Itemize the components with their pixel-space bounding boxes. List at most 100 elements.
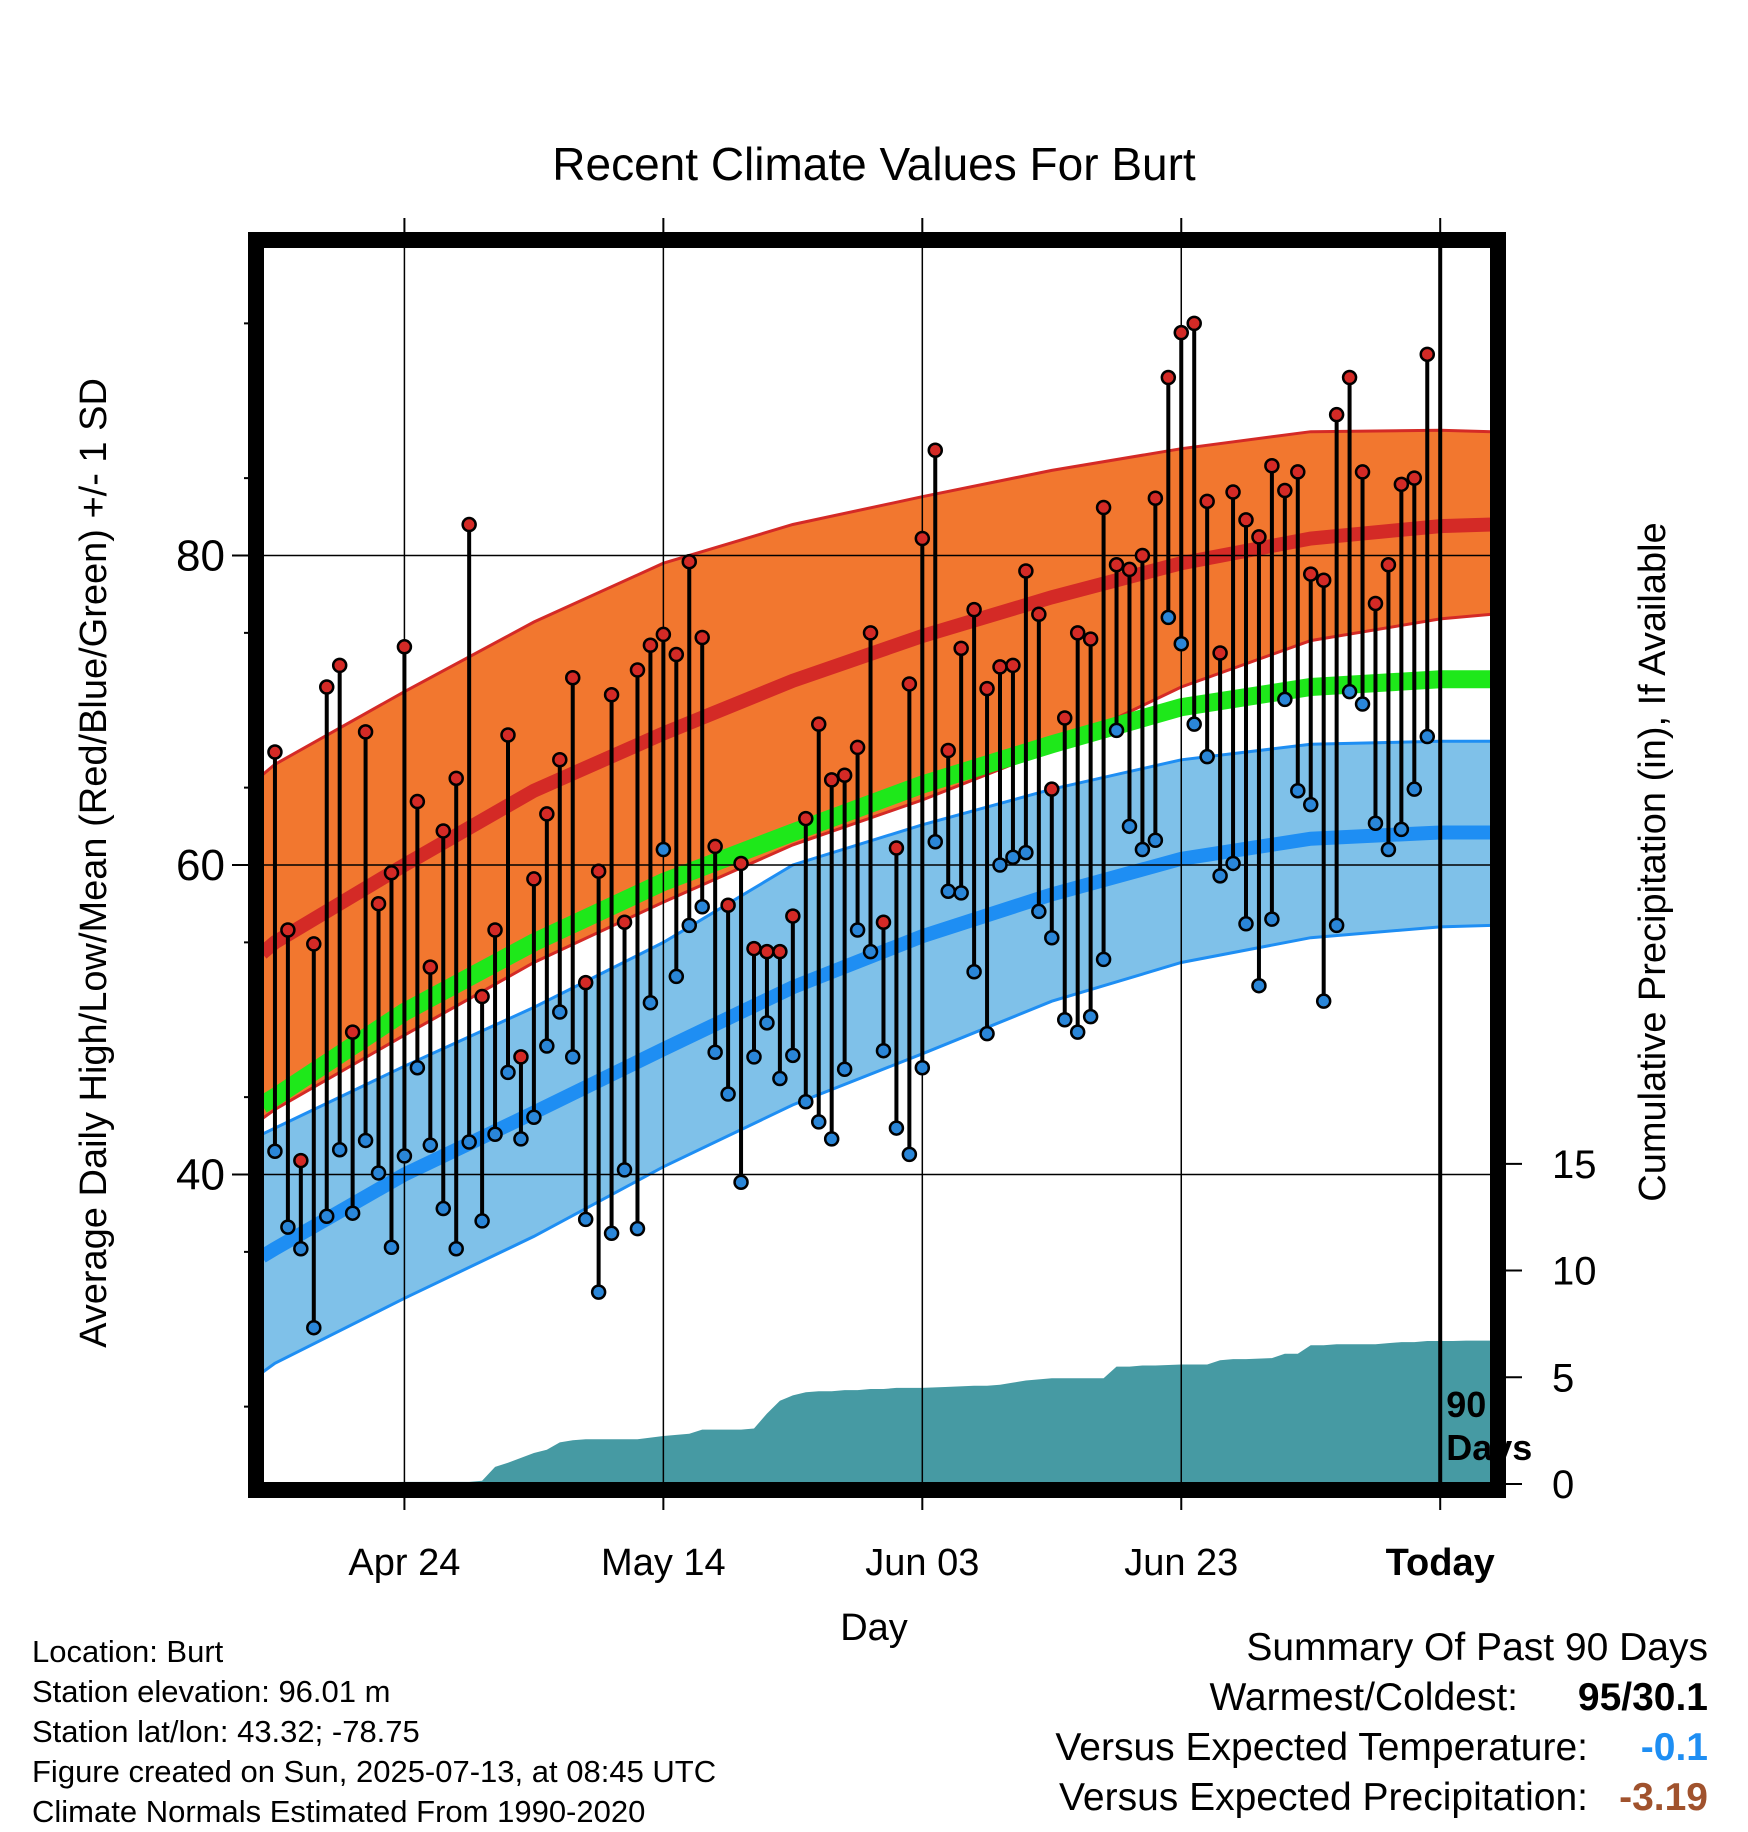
daily-low-point <box>759 1015 775 1031</box>
daily-high-point <box>1225 484 1241 500</box>
daily-low-point <box>1199 748 1215 765</box>
daily-low-point <box>1238 916 1254 932</box>
x-tick-label: Jun 23 <box>1124 1542 1238 1584</box>
daily-high-point <box>1108 557 1125 573</box>
daily-high-point <box>642 637 659 654</box>
daily-low-point <box>1264 911 1280 927</box>
daily-low-point <box>448 1241 464 1257</box>
daily-low-point <box>772 1070 788 1087</box>
x-tick-label: Apr 24 <box>348 1542 460 1584</box>
daily-high-point <box>448 770 464 787</box>
daily-high-point <box>1212 645 1228 661</box>
daily-high-point <box>733 855 749 872</box>
warmest-coldest-label: Warmest/Coldest: <box>1209 1676 1518 1719</box>
daily-high-point <box>1341 369 1358 386</box>
daily-low-point <box>720 1086 736 1102</box>
daily-low-point <box>1095 951 1112 968</box>
daily-low-point <box>1173 635 1190 652</box>
daily-high-point <box>823 772 840 788</box>
daily-low-point <box>513 1131 529 1147</box>
daily-high-point <box>681 553 698 570</box>
daily-low-point <box>577 1211 594 1228</box>
daily-low-point <box>888 1120 905 1136</box>
daily-low-point <box>1121 818 1138 835</box>
daily-high-point <box>526 871 542 887</box>
daily-low-point <box>1419 728 1436 745</box>
daily-low-point <box>318 1208 335 1225</box>
daily-low-point <box>798 1094 814 1110</box>
daily-low-point <box>1290 782 1306 799</box>
daily-high-point <box>603 687 620 703</box>
daily-high-point <box>280 922 296 938</box>
low-sd-band-lower-edge <box>262 923 1492 1374</box>
daily-low-point <box>409 1059 426 1076</box>
daily-high-point <box>461 516 477 533</box>
normals-period-text: Climate Normals Estimated From 1990-2020 <box>32 1794 646 1829</box>
daily-high-point <box>513 1049 529 1065</box>
daily-low-point <box>1328 917 1345 934</box>
daily-low-point <box>785 1047 801 1064</box>
today-marker-label: Days <box>1446 1427 1532 1468</box>
location-text: Location: Burt <box>32 1634 224 1669</box>
daily-low-point <box>966 964 982 980</box>
precipitation-label: Versus Expected Precipitation: <box>1059 1776 1588 1819</box>
daily-low-point <box>1031 903 1047 920</box>
daily-low-point <box>836 1061 853 1078</box>
daily-low-point <box>331 1141 348 1158</box>
daily-high-point <box>564 670 581 686</box>
daily-high-point <box>992 659 1008 675</box>
daily-low-point <box>875 1042 892 1059</box>
daily-high-point <box>1199 493 1215 510</box>
daily-high-point <box>1419 346 1436 363</box>
daily-low-point <box>1186 716 1202 732</box>
summary-warmest-coldest: Warmest/Coldest: 95/30.1 <box>808 1676 1708 1724</box>
temperature-value: -0.1 <box>1640 1726 1708 1769</box>
daily-low-point <box>1005 849 1021 866</box>
cumulative-precip-area <box>274 1340 1492 1484</box>
daily-low-point <box>1393 821 1410 838</box>
daily-high-point <box>1238 512 1254 528</box>
daily-high-point <box>785 908 801 924</box>
daily-high-point <box>1406 470 1423 486</box>
daily-high-point <box>1277 482 1293 499</box>
daily-high-point <box>746 940 762 957</box>
daily-low-point <box>1212 868 1228 884</box>
daily-low-point <box>1380 841 1397 858</box>
daily-low-point <box>668 968 685 985</box>
daily-low-point <box>862 943 879 960</box>
daily-low-point <box>953 885 969 901</box>
plot-area <box>262 246 1492 1484</box>
daily-high-point <box>927 442 944 459</box>
y2-axis-label: Cumulative Precipitation (in), If Availa… <box>1632 522 1674 1201</box>
precipitation-value: -3.19 <box>1619 1776 1708 1819</box>
high-sd-band <box>262 430 1492 1119</box>
daily-low-point <box>1367 815 1384 831</box>
daily-low-point <box>1108 722 1125 739</box>
daily-low-point <box>629 1220 646 1237</box>
daily-low-point <box>383 1239 400 1255</box>
daily-low-point <box>500 1064 516 1081</box>
daily-low-point <box>526 1109 542 1125</box>
daily-high-point <box>396 639 413 655</box>
daily-low-point <box>1056 1012 1073 1028</box>
daily-high-point <box>849 739 866 756</box>
daily-low-point <box>370 1165 387 1181</box>
daily-high-point <box>306 936 322 952</box>
summary-temperature: Versus Expected Temperature: -0.1 <box>808 1726 1708 1774</box>
daily-low-point <box>849 922 866 938</box>
daily-high-point <box>1186 315 1202 332</box>
daily-high-point <box>383 864 400 881</box>
daily-high-point <box>1393 476 1410 493</box>
daily-low-point <box>422 1137 439 1153</box>
daily-high-point <box>655 626 672 643</box>
daily-high-point <box>668 646 685 663</box>
high-sd-band-upper-edge <box>262 428 1492 777</box>
daily-high-point <box>539 806 555 822</box>
daily-low-point <box>1044 929 1060 946</box>
daily-high-point <box>370 895 387 912</box>
warmest-coldest-value: 95/30.1 <box>1577 1676 1708 1719</box>
daily-low-point <box>539 1038 555 1054</box>
daily-high-point <box>1121 561 1138 578</box>
daily-low-point <box>487 1126 503 1143</box>
